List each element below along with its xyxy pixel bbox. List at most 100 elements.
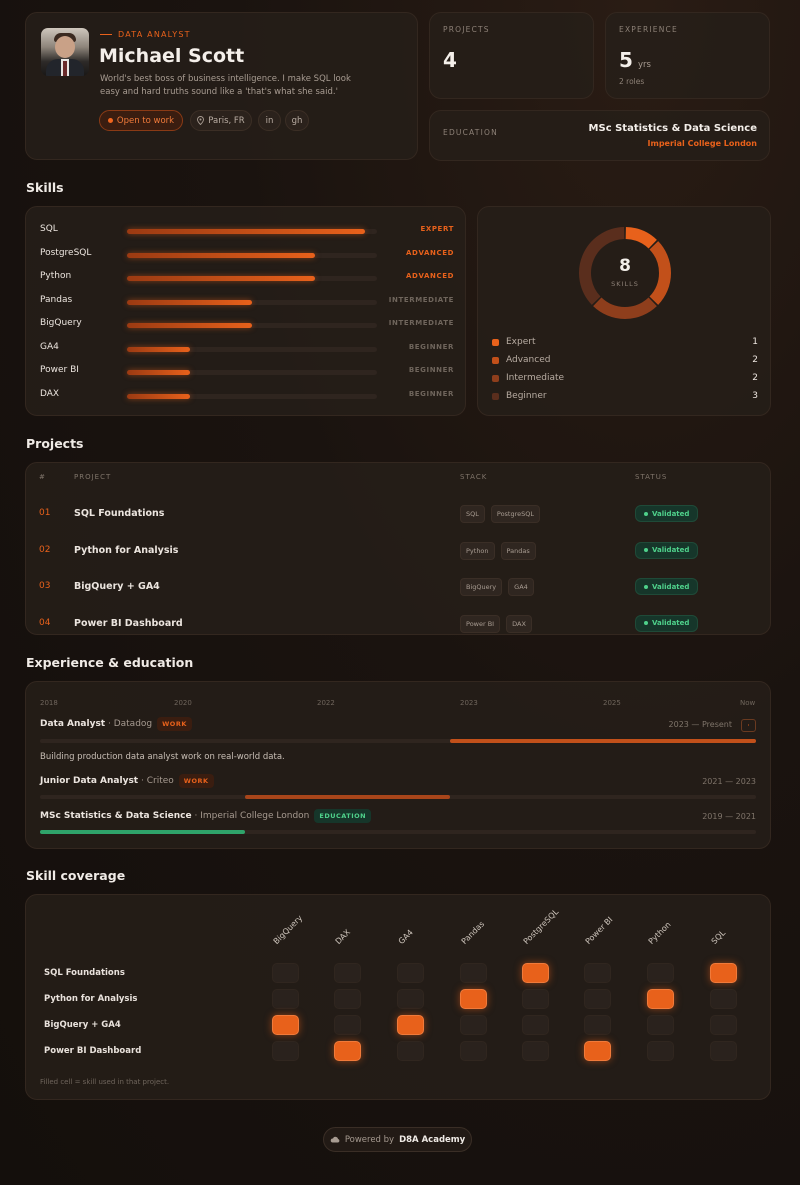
coverage-cell <box>460 989 487 1009</box>
coverage-note: Filled cell = skill used in that project… <box>40 1078 170 1086</box>
coverage-column-label: BigQuery <box>271 913 305 946</box>
coverage-column-label: DAX <box>333 927 353 946</box>
legend-count: 3 <box>752 391 758 401</box>
coverage-cell <box>460 1015 487 1035</box>
role-label: DATA ANALYST <box>100 30 191 39</box>
col-header-status: STATUS <box>635 473 668 481</box>
table-row[interactable]: 02 Python for Analysis Python Pandas Validat… <box>26 535 772 571</box>
skill-bar-track <box>127 370 377 375</box>
skill-level: BEGINNER <box>408 389 454 398</box>
coverage-cell <box>272 1015 299 1035</box>
stack-tag: GA4 <box>508 578 534 596</box>
coverage-row-label: SQL Foundations <box>44 968 125 978</box>
education-school: Imperial College London <box>647 139 758 148</box>
projects-section-title: Projects <box>26 436 84 451</box>
project-stack: Power BI DAX <box>460 614 532 633</box>
coverage-cell <box>397 1015 424 1035</box>
skill-bar-track <box>127 229 377 234</box>
projects-stat-label: PROJECTS <box>443 25 490 34</box>
coverage-cell <box>710 1015 737 1035</box>
coverage-cell <box>522 989 549 1009</box>
skill-bar-fill <box>127 276 315 281</box>
experience-type-badge: WORK <box>157 717 192 731</box>
legend-swatch <box>492 375 499 382</box>
coverage-column-label: PostgreSQL <box>521 907 561 946</box>
stack-tag: BigQuery <box>460 578 503 596</box>
powered-by-badge[interactable]: Powered by D8A Academy <box>323 1127 472 1152</box>
project-name: SQL Foundations <box>74 508 165 519</box>
table-row[interactable]: 04 Power BI Dashboard Power BI DAX Validated <box>26 608 772 644</box>
col-header-stack: STACK <box>460 473 488 481</box>
table-row[interactable]: 01 SQL Foundations SQL PostgreSQL Validated <box>26 498 772 534</box>
experience-stat-sub: 2 roles <box>619 77 645 86</box>
location-pin-icon <box>197 116 205 125</box>
coverage-column-label: Power BI <box>583 915 615 946</box>
donut-slice-advanced <box>649 241 671 305</box>
coverage-cell <box>460 1041 487 1061</box>
coverage-cell <box>647 1041 674 1061</box>
status-dot-icon <box>644 584 648 589</box>
experience-type-badge: WORK <box>178 774 214 788</box>
status-dot-icon <box>644 621 648 625</box>
coverage-cell <box>710 1041 737 1061</box>
timeline-track <box>40 795 756 799</box>
stack-tag: PostgreSQL <box>490 505 540 523</box>
coverage-cell <box>584 989 611 1009</box>
skill-row: Pandas INTERMEDIATE <box>40 295 454 309</box>
skill-level: INTERMEDIATE <box>388 319 454 327</box>
timeline-year: 2025 <box>603 699 621 707</box>
legend-swatch <box>492 339 499 346</box>
experience-timeline: 2018 2020 2022 2023 2025 Now Data Analyst · Da… <box>25 681 771 849</box>
skill-bar-track <box>127 299 377 305</box>
timeline-year: 2023 <box>460 699 478 707</box>
experience-stat-label: EXPERIENCE <box>619 25 678 34</box>
stack-tag: SQL <box>460 505 485 523</box>
coverage-cell <box>334 963 361 983</box>
open-to-work-badge[interactable]: Open to work <box>99 110 183 131</box>
experience-entry-title: Data Analyst · Datadog WORK <box>40 717 192 731</box>
donut-slice-expert <box>625 227 657 249</box>
coverage-column-label: GA4 <box>396 927 415 946</box>
coverage-cell <box>334 989 361 1009</box>
skill-bar-fill <box>127 299 252 305</box>
legend-count: 1 <box>752 337 758 347</box>
skill-name: DAX <box>40 388 60 399</box>
education-degree: MSc Statistics & Data Science <box>588 123 757 134</box>
legend-name: Intermediate <box>506 373 565 383</box>
coverage-cell <box>647 1015 674 1035</box>
skill-bar-fill <box>127 229 365 234</box>
donut-legend-item: Expert 1 <box>492 337 758 349</box>
projects-stat-card: PROJECTS 4 <box>429 12 594 99</box>
experience-entry-title: MSc Statistics & Data Science · Imperial… <box>40 809 372 823</box>
experience-section-title: Experience & education <box>26 655 194 670</box>
legend-name: Advanced <box>506 355 551 365</box>
status-dot-icon <box>644 511 648 516</box>
skill-bar-track <box>127 323 377 328</box>
skill-name: Pandas <box>40 294 73 305</box>
coverage-cell <box>522 1041 549 1061</box>
linkedin-link[interactable]: in <box>258 110 281 131</box>
timeline-year: 2020 <box>174 699 192 707</box>
coverage-column-label: Pandas <box>459 919 487 946</box>
skill-bar-track <box>127 252 377 258</box>
github-link[interactable]: gh <box>285 110 309 131</box>
status-dot-icon <box>644 548 648 552</box>
expand-toggle-button[interactable]: · <box>741 719 756 732</box>
coverage-row-label: Python for Analysis <box>44 994 138 1004</box>
coverage-cell <box>710 963 737 983</box>
coverage-cell <box>460 963 487 983</box>
status-badge: Validated <box>635 541 699 559</box>
skill-bar-fill <box>127 323 252 328</box>
donut-slice-beginner <box>579 227 625 305</box>
coverage-cell <box>584 1015 611 1035</box>
skill-bar-fill <box>127 346 190 352</box>
donut-legend-item: Beginner 3 <box>492 391 758 403</box>
table-row[interactable]: 03 BigQuery + GA4 BigQuery GA4 Validated <box>26 571 772 607</box>
skill-name: BigQuery <box>40 318 82 328</box>
skill-level: ADVANCED <box>406 272 454 280</box>
skill-row: GA4 BEGINNER <box>40 342 454 356</box>
avatar <box>41 28 89 76</box>
coverage-cell <box>272 1041 299 1061</box>
coverage-cell <box>397 989 424 1009</box>
legend-swatch <box>492 393 499 400</box>
